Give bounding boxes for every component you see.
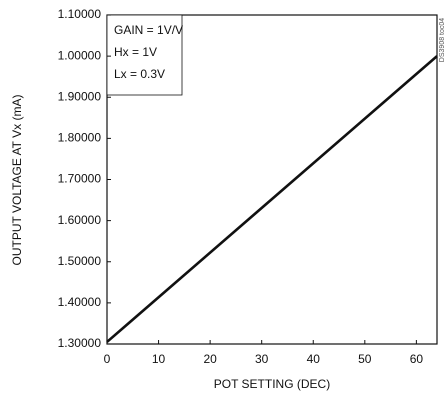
x-tick-label: 20 xyxy=(203,352,217,366)
x-tick-label: 40 xyxy=(307,352,321,366)
y-tick-label: 1.90000 xyxy=(58,89,102,103)
annotation: Hx = 1V xyxy=(114,45,157,59)
x-tick-label: 30 xyxy=(255,352,269,366)
annotation: GAIN = 1V/V xyxy=(114,23,183,37)
y-tick-label: 1.10000 xyxy=(58,7,102,21)
annotation-box xyxy=(106,14,183,96)
y-tick-label: 1.30000 xyxy=(58,336,102,350)
annotation: Lx = 0.3V xyxy=(114,67,165,81)
y-tick-label: 1.70000 xyxy=(58,172,102,186)
x-tick-label: 50 xyxy=(358,352,372,366)
x-tick-label: 60 xyxy=(410,352,424,366)
y-tick-label: 1.60000 xyxy=(58,213,102,227)
x-tick-label: 0 xyxy=(104,352,111,366)
y-tick-label: 1.00000 xyxy=(58,48,102,62)
figure-id: DS3908 toc04 xyxy=(439,18,446,62)
data-line xyxy=(106,55,438,343)
y-axis-label: OUTPUT VOLTAGE AT Vx (mA) xyxy=(10,95,24,266)
y-tick-label: 1.80000 xyxy=(58,131,102,145)
y-tick-label: 1.40000 xyxy=(58,295,102,309)
x-axis-label: POT SETTING (DEC) xyxy=(214,377,330,391)
x-tick-label: 10 xyxy=(152,352,166,366)
y-tick-label: 1.50000 xyxy=(58,254,102,268)
